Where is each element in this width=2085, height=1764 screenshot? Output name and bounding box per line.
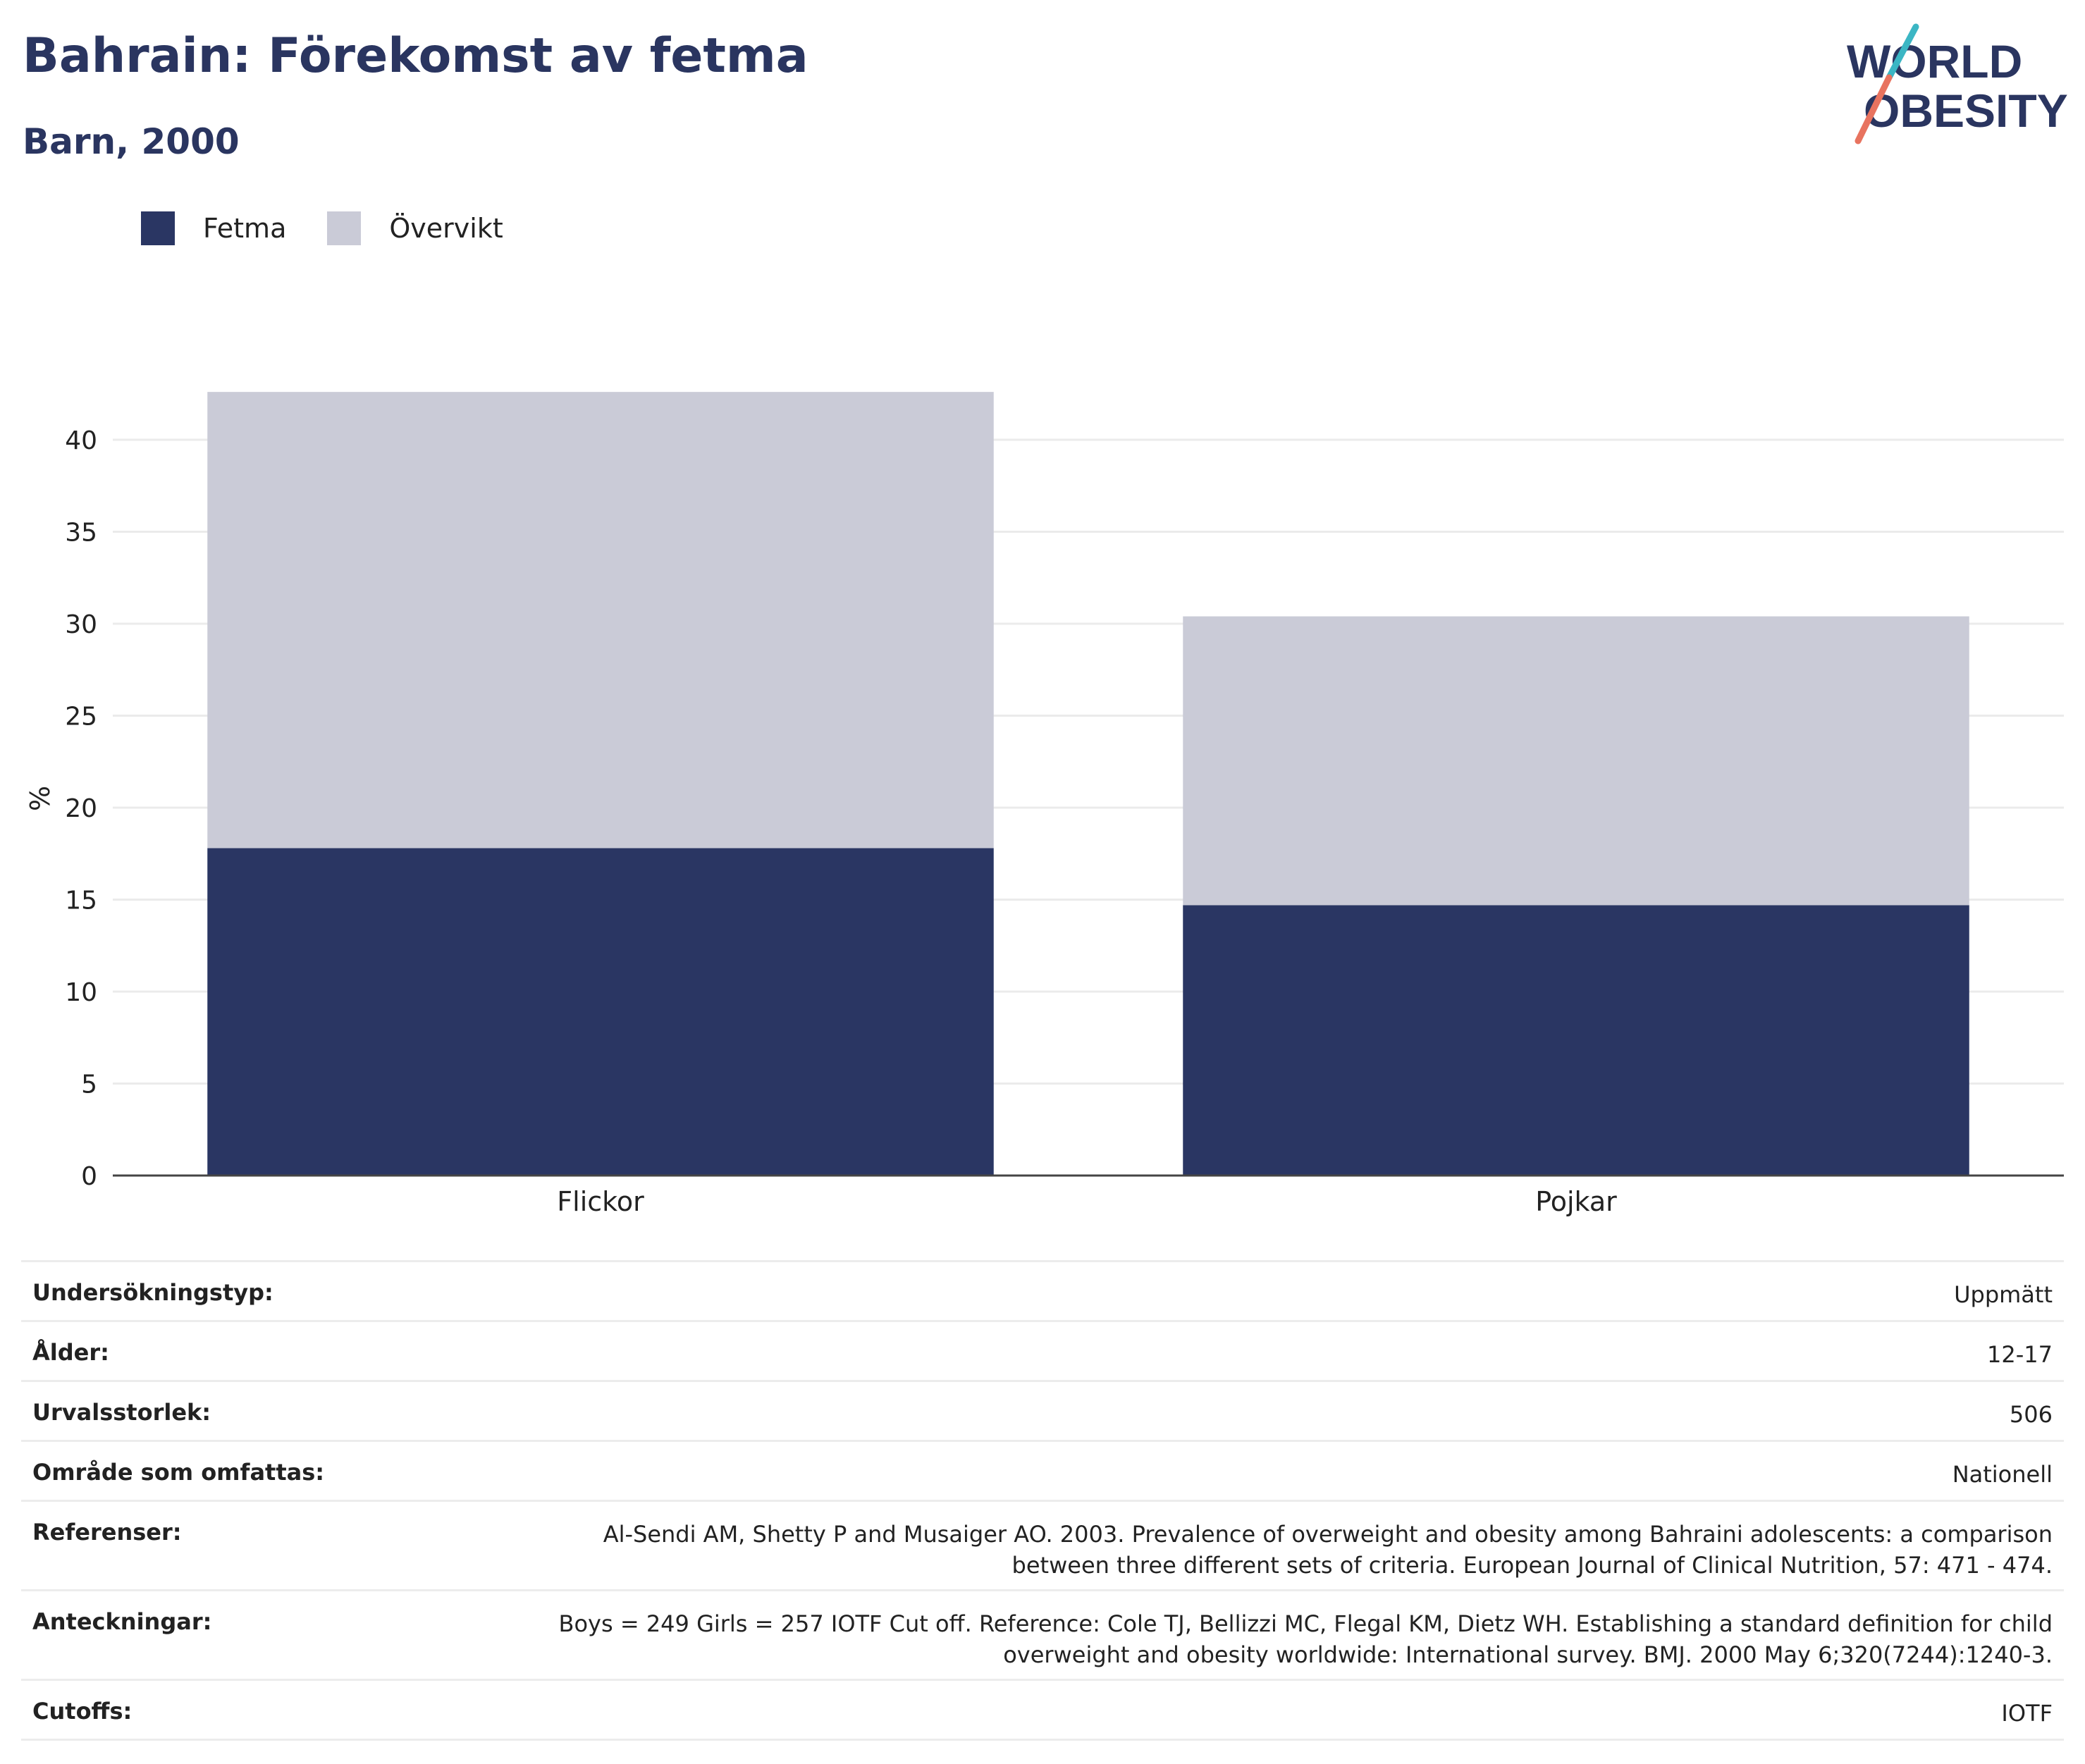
info-table: Undersökningstyp: Uppmätt Ålder: 12-17 Urval…	[21, 1260, 2064, 1741]
legend-item-fetma[interactable]: Fetma	[141, 211, 286, 245]
bar-fetma	[207, 848, 994, 1176]
info-value: 506	[371, 1381, 2064, 1442]
info-value: Al-Sendi AM, Shetty P and Musaiger AO. 2…	[371, 1500, 2064, 1591]
info-value: Nationell	[371, 1441, 2064, 1502]
y-tick-label: 25	[65, 703, 97, 732]
y-tick-label: 10	[65, 978, 97, 1007]
bar-chart: 0 5 10 15 20 25 30 35 40% Flickor Pojkar	[25, 392, 2064, 1217]
info-row: Ålder: 12-17	[21, 1321, 2064, 1382]
y-tick-label: 15	[65, 887, 97, 915]
x-tick-label: Pojkar	[1535, 1186, 1617, 1217]
y-tick-label: 0	[81, 1162, 97, 1191]
info-value-line: overweight and obesity worldwide: Intern…	[1003, 1641, 2053, 1668]
info-value-line: IOTF	[2001, 1700, 2053, 1727]
info-value-line: 12-17	[1987, 1341, 2053, 1368]
info-value-line: Uppmätt	[1954, 1281, 2053, 1308]
legend-label-fetma: Fetma	[203, 213, 287, 244]
page-subtitle: Barn, 2000	[23, 121, 240, 162]
info-value: Uppmätt	[371, 1260, 2064, 1322]
y-axis-label: %	[25, 786, 56, 811]
info-key: Undersökningstyp:	[21, 1260, 372, 1322]
bar-overvikt	[207, 392, 994, 849]
info-key: Ålder:	[21, 1321, 372, 1382]
info-key: Urvalsstorlek:	[21, 1381, 372, 1442]
info-row: Område som omfattas: Nationell	[21, 1441, 2064, 1502]
world-obesity-logo: WORLD OBESITY	[1847, 23, 2068, 144]
info-row: Anteckningar: Boys = 249 Girls = 257 IOTF…	[21, 1590, 2064, 1681]
info-row: Urvalsstorlek: 506	[21, 1381, 2064, 1442]
info-value-line: 506	[2009, 1401, 2053, 1428]
info-key: Anteckningar:	[21, 1590, 372, 1681]
y-tick-label: 40	[65, 426, 97, 455]
info-key: Område som omfattas:	[21, 1441, 372, 1502]
legend-label-overvikt: Övervikt	[389, 213, 503, 244]
info-key: Cutoffs:	[21, 1679, 372, 1741]
y-tick-label: 30	[65, 610, 97, 639]
info-row: Referenser: Al-Sendi AM, Shetty P and Mus…	[21, 1500, 2064, 1591]
y-tick-label: 20	[65, 794, 97, 823]
y-tick-label: 5	[81, 1071, 97, 1099]
legend-item-overvikt[interactable]: Övervikt	[327, 211, 503, 245]
bar-overvikt	[1183, 616, 1969, 906]
svg-text:WORLD: WORLD	[1847, 35, 2022, 87]
chart-legend: Fetma Övervikt	[141, 209, 544, 248]
legend-swatch-fetma	[141, 211, 175, 245]
bar-fetma	[1183, 905, 1969, 1176]
info-row: Cutoffs: IOTF	[21, 1679, 2064, 1741]
info-value: 12-17	[371, 1321, 2064, 1382]
svg-text:OBESITY: OBESITY	[1864, 85, 2068, 137]
page-title: Bahrain: Förekomst av fetma	[23, 28, 808, 84]
info-value: Boys = 249 Girls = 257 IOTF Cut off. Ref…	[371, 1590, 2064, 1681]
y-tick-label: 35	[65, 519, 97, 548]
info-value-line: Al-Sendi AM, Shetty P and Musaiger AO. 2…	[603, 1521, 2053, 1548]
info-row: Undersökningstyp: Uppmätt	[21, 1260, 2064, 1322]
info-value-line: between three different sets of criteria…	[1011, 1552, 2053, 1579]
info-key: Referenser:	[21, 1500, 372, 1591]
info-value: IOTF	[371, 1679, 2064, 1741]
x-tick-label: Flickor	[557, 1186, 644, 1217]
legend-swatch-overvikt	[327, 211, 362, 245]
info-value-line: Nationell	[1952, 1461, 2053, 1488]
info-value-line: Boys = 249 Girls = 257 IOTF Cut off. Ref…	[558, 1610, 2053, 1637]
